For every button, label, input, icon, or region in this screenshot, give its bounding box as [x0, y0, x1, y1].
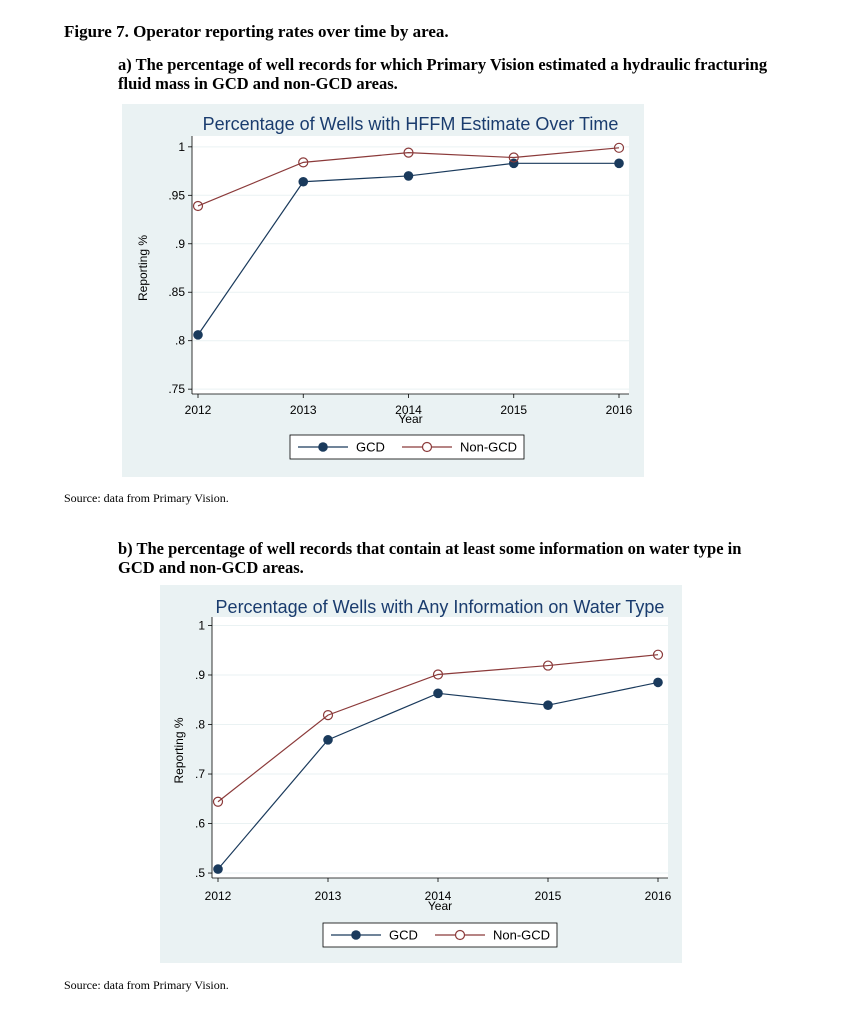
chart-b-point-non-gcd	[212, 796, 224, 807]
chart-b-point-gcd	[653, 677, 663, 688]
chart-b-point-non-gcd	[432, 669, 444, 680]
chart-b: Percentage of Wells with Any Information…	[160, 585, 682, 963]
chart-a-point-gcd	[298, 176, 309, 187]
chart-a-x-tick-label: 2015	[500, 403, 527, 417]
chart-b-y-tick-label: .9	[195, 668, 205, 682]
chart-a-x-tick-label: 2016	[606, 403, 633, 417]
chart-b-y-axis-label: Reporting %	[172, 717, 186, 783]
chart-b-point-gcd	[433, 688, 443, 699]
chart-b-x-tick-label: 2016	[645, 889, 672, 903]
chart-a-y-tick-label: .95	[168, 188, 185, 202]
chart-b-point-gcd	[213, 864, 223, 874]
chart-a-point-non-gcd	[508, 152, 519, 163]
chart-a-legend-label-non-gcd: Non-GCD	[460, 440, 517, 455]
chart-b-point-non-gcd	[322, 709, 334, 721]
chart-b-legend-label-gcd: GCD	[389, 928, 418, 943]
chart-a: Percentage of Wells with HFFM Estimate O…	[122, 104, 644, 477]
chart-a-point-non-gcd	[403, 147, 414, 158]
chart-a-y-tick-label: .9	[175, 237, 185, 251]
chart-b-title: Percentage of Wells with Any Information…	[216, 597, 665, 617]
chart-a-point-non-gcd	[613, 142, 625, 153]
chart-b-y-tick-label: .5	[195, 866, 205, 880]
chart-a-legend-marker-non-gcd	[421, 441, 433, 453]
chart-a-line-non-gcd	[197, 147, 620, 207]
panel-b-source: Source: data from Primary Vision.	[64, 978, 229, 992]
chart-b-y-tick-label: .6	[195, 817, 205, 831]
chart-a-y-tick-label: .75	[168, 382, 185, 396]
chart-b-x-tick-label: 2012	[205, 889, 232, 903]
chart-a-x-axis-label: Year	[398, 412, 422, 426]
chart-b-y-tick-label: .7	[195, 767, 205, 781]
chart-b-point-non-gcd	[542, 660, 554, 671]
chart-b-point-non-gcd	[652, 649, 664, 660]
chart-b-y-tick-label: 1	[198, 618, 205, 632]
chart-a-point-gcd	[614, 158, 624, 169]
chart-b-point-gcd	[543, 700, 553, 710]
panel-a-caption: a) The percentage of well records for wh…	[118, 55, 768, 93]
chart-a-point-gcd	[403, 171, 414, 181]
chart-a-point-gcd	[193, 330, 203, 340]
chart-b-plot-area	[212, 617, 668, 878]
chart-a-x-tick-label: 2012	[185, 403, 212, 417]
panel-a-source: Source: data from Primary Vision.	[64, 491, 229, 505]
chart-a-legend-marker-gcd	[318, 442, 328, 452]
chart-a-x-tick-label: 2013	[290, 403, 317, 417]
chart-b-x-tick-label: 2013	[315, 889, 342, 903]
chart-a-y-tick-label: .85	[168, 285, 185, 299]
chart-a-y-tick-label: 1	[178, 140, 185, 154]
chart-a-legend-label-gcd: GCD	[356, 440, 385, 455]
chart-b-legend-marker-gcd	[351, 930, 361, 940]
chart-b-point-gcd	[323, 735, 333, 745]
panel-b-caption: b) The percentage of well records that c…	[118, 539, 742, 577]
chart-a-title: Percentage of Wells with HFFM Estimate O…	[203, 114, 619, 134]
chart-b-legend-marker-non-gcd	[454, 929, 466, 941]
chart-a-point-non-gcd	[192, 200, 204, 212]
chart-b-x-tick-label: 2014	[425, 889, 452, 903]
chart-b-y-tick-label: .8	[195, 718, 205, 732]
chart-b-line-non-gcd	[217, 654, 659, 803]
chart-a-y-tick-label: .8	[175, 334, 185, 348]
chart-b-legend-label-non-gcd: Non-GCD	[493, 928, 550, 943]
chart-a-y-axis-label: Reporting %	[136, 235, 150, 301]
chart-a-point-non-gcd	[298, 157, 309, 168]
chart-b-x-tick-label: 2015	[535, 889, 562, 903]
chart-a-x-tick-label: 2014	[395, 403, 422, 417]
chart-b-x-axis-label: Year	[428, 899, 452, 913]
figure-title: Figure 7. Operator reporting rates over …	[64, 22, 449, 41]
